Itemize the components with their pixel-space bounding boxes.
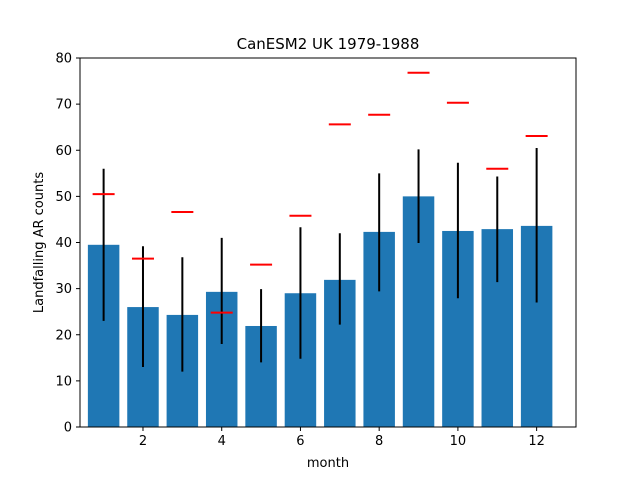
x-tick-label: 2	[139, 434, 147, 449]
y-tick-label: 10	[55, 374, 72, 389]
x-tick-label: 10	[450, 434, 467, 449]
x-tick-label: 8	[375, 434, 383, 449]
x-tick-label: 12	[528, 434, 545, 449]
x-axis-label: month	[307, 456, 349, 471]
bars-layer	[87, 196, 553, 427]
x-tick-label: 4	[218, 434, 226, 449]
errorbars-layer	[102, 147, 538, 372]
y-tick-label: 20	[55, 328, 72, 343]
reference-marks-layer	[92, 71, 548, 314]
y-tick-label: 0	[64, 421, 72, 436]
x-axis: 2 4 6 8 10 12	[139, 427, 545, 449]
y-tick-label: 30	[55, 282, 72, 297]
y-tick-label: 80	[55, 52, 72, 67]
x-tick-label: 6	[296, 434, 304, 449]
y-tick-label: 50	[55, 190, 72, 205]
y-tick-label: 70	[55, 98, 72, 113]
y-axis-label: Landfalling AR counts	[32, 172, 47, 313]
y-axis: 0 10 20 30 40 50 60 70 80	[55, 52, 80, 436]
y-tick-label: 60	[55, 144, 72, 159]
y-tick-label: 40	[55, 236, 72, 251]
chart-title: CanESM2 UK 1979-1988	[237, 35, 420, 53]
